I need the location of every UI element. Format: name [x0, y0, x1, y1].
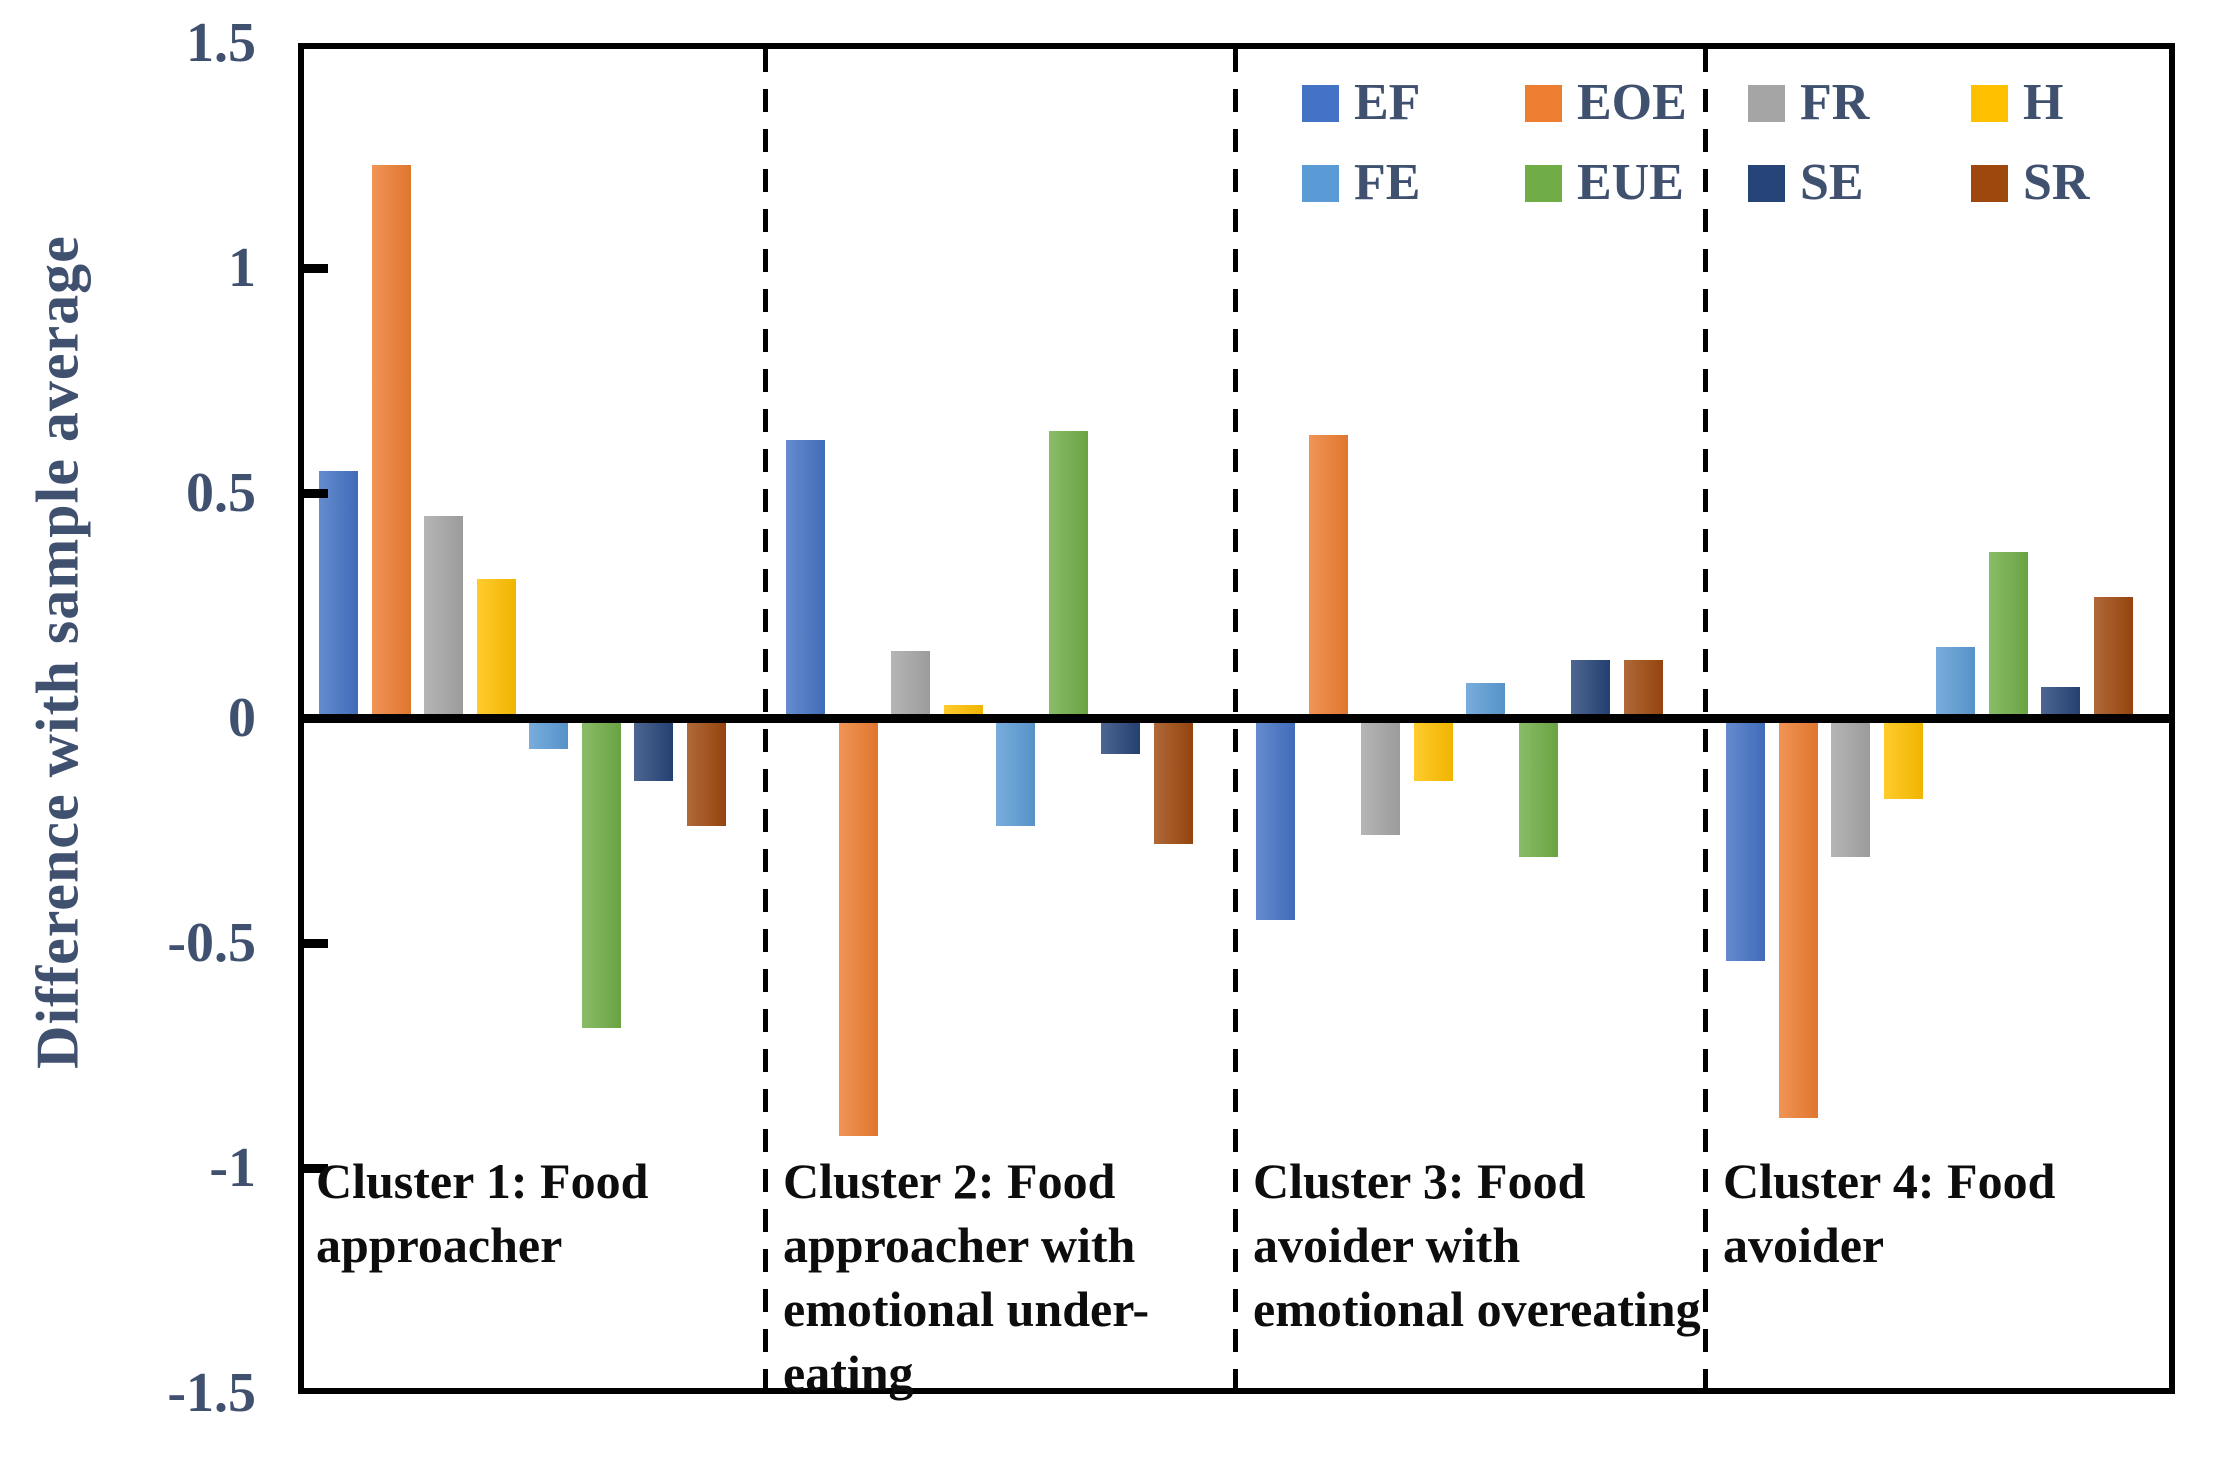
legend-item-EUE: EUE: [1525, 157, 1748, 209]
bar-SE-cluster-1: [634, 722, 673, 781]
legend-item-FE: FE: [1302, 157, 1525, 209]
bar-FR-cluster-4: [1831, 722, 1870, 857]
bar-EOE-cluster-3: [1308, 435, 1348, 714]
bar-FE-cluster-3: [1466, 682, 1505, 714]
bar-EF-cluster-2: [786, 439, 825, 714]
legend-swatch-FR: [1748, 84, 1785, 122]
bar-FE-cluster-2: [996, 722, 1035, 826]
bar-EUE-cluster-1: [581, 722, 621, 1028]
bar-FR-cluster-3: [1361, 722, 1400, 835]
bar-EUE-cluster-4: [1988, 552, 2028, 714]
legend-swatch-SE: [1748, 164, 1785, 202]
y-tick-mark: [304, 264, 328, 273]
y-tick-label-1.5: 1.5: [186, 12, 256, 74]
legend-item-SR: SR: [1971, 157, 2194, 209]
y-tick-label-0.5: 0.5: [186, 462, 256, 524]
legend-swatch-EUE: [1525, 164, 1562, 202]
legend-label-SE: SE: [1800, 154, 1864, 211]
legend-label-EUE: EUE: [1577, 154, 1684, 211]
legend-label-H: H: [2023, 74, 2064, 131]
bar-SE-cluster-3: [1571, 660, 1610, 714]
bar-EF-cluster-4: [1726, 722, 1765, 961]
cluster-label-1: Cluster 1: Food approacher: [316, 1153, 649, 1273]
bar-FR-cluster-2: [891, 651, 930, 714]
y-tick-label--1.5: -1.5: [167, 1362, 256, 1424]
legend-item-EOE: EOE: [1525, 77, 1748, 129]
legend-label-FR: FR: [1800, 74, 1870, 131]
bar-EUE-cluster-2: [1048, 430, 1088, 714]
bar-FE-cluster-1: [529, 722, 568, 749]
y-tick-label-1: 1: [228, 237, 256, 299]
zero-line: [304, 714, 2169, 723]
bar-EOE-cluster-1: [371, 165, 411, 714]
bar-SR-cluster-4: [2093, 597, 2133, 714]
legend-label-EOE: EOE: [1577, 74, 1687, 131]
bar-EOE-cluster-2: [838, 722, 878, 1136]
bar-SR-cluster-1: [686, 722, 726, 826]
bar-H-cluster-1: [476, 579, 516, 714]
cluster-label-4: Cluster 4: Food avoider: [1723, 1153, 2056, 1273]
legend: EF EOE FR H FE EUE SE SR: [1302, 77, 2194, 209]
y-tick-mark: [304, 939, 328, 948]
y-tick-mark: [304, 489, 328, 498]
bar-SR-cluster-2: [1153, 722, 1193, 844]
bar-FE-cluster-4: [1936, 646, 1975, 714]
legend-item-FR: FR: [1748, 77, 1971, 129]
cluster-label-3: Cluster 3: Food avoider with emotional o…: [1253, 1153, 1701, 1337]
bar-EOE-cluster-4: [1778, 722, 1818, 1118]
y-tick-label-0: 0: [228, 687, 256, 749]
y-tick-mark: [304, 1164, 328, 1173]
y-tick-mark: [304, 714, 328, 723]
bar-H-cluster-4: [1883, 722, 1923, 799]
legend-label-EF: EF: [1354, 74, 1421, 131]
bar-EF-cluster-3: [1256, 722, 1295, 920]
y-tick-label--0.5: -0.5: [167, 912, 256, 974]
bar-FR-cluster-1: [424, 516, 463, 714]
y-tick-label--1: -1: [209, 1137, 256, 1199]
plot-area: EF EOE FR H FE EUE SE SR Cluster 1: Food approa…: [298, 43, 2175, 1401]
legend-swatch-SR: [1971, 164, 2008, 202]
bar-SE-cluster-2: [1101, 722, 1140, 754]
bar-EUE-cluster-3: [1518, 722, 1558, 857]
bar-EF-cluster-1: [319, 471, 358, 714]
legend-item-SE: SE: [1748, 157, 1971, 209]
legend-label-SR: SR: [2023, 154, 2090, 211]
legend-label-FE: FE: [1354, 154, 1421, 211]
bar-H-cluster-2: [943, 705, 983, 714]
legend-swatch-EOE: [1525, 84, 1562, 122]
legend-swatch-FE: [1302, 164, 1339, 202]
legend-swatch-H: [1971, 84, 2008, 122]
legend-swatch-EF: [1302, 84, 1339, 122]
bar-SE-cluster-4: [2041, 687, 2080, 714]
bar-SR-cluster-3: [1623, 660, 1663, 714]
cluster-label-2: Cluster 2: Food approacher with emotiona…: [783, 1153, 1150, 1401]
bar-H-cluster-3: [1413, 722, 1453, 781]
legend-item-H: H: [1971, 77, 2194, 129]
legend-item-EF: EF: [1302, 77, 1525, 129]
